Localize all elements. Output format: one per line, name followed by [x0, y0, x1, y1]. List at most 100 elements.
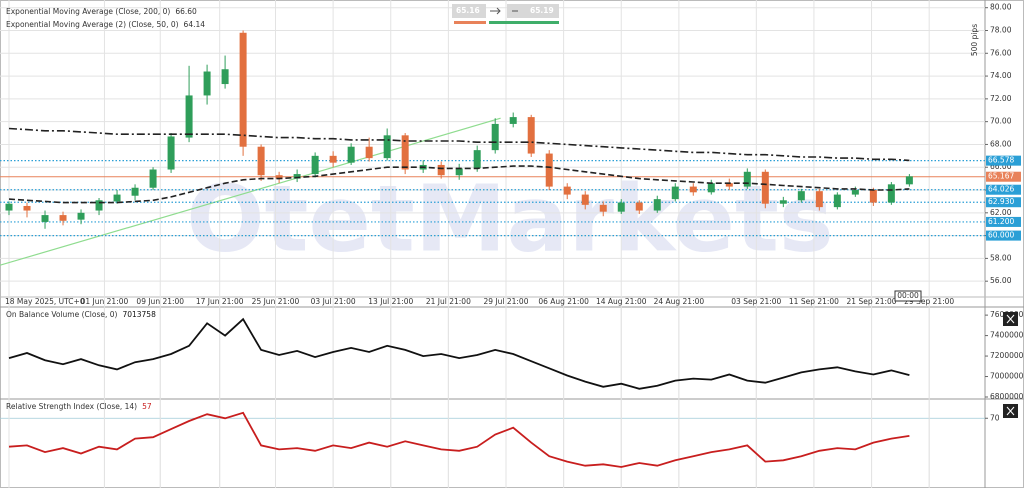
candle-body: [509, 117, 517, 124]
y-tick-label: 56.00: [990, 276, 1012, 285]
legend-label: Relative Strength Index (Close, 14): [6, 402, 137, 411]
x-tick-label: 13 Jul 21:00: [368, 297, 413, 306]
candle-body: [347, 146, 355, 163]
candle-body: [437, 164, 445, 176]
candle-body: [887, 184, 895, 203]
x-tick-label: 06 Aug 21:00: [538, 297, 589, 306]
candle-body: [41, 215, 49, 222]
x-tick-label: 09 Jun 21:00: [136, 297, 184, 306]
y-tick-label: 58.00: [990, 253, 1012, 262]
indicator-line: [8, 317, 910, 390]
candle-body: [311, 155, 319, 175]
level-label: 62.930: [988, 197, 1014, 206]
x-tick-label: 17 Jun 21:00: [196, 297, 244, 306]
candle-body: [149, 169, 157, 188]
legend-value: 66.60: [175, 7, 197, 16]
y-tick-label: 74.00: [990, 71, 1012, 80]
candle-body: [455, 168, 463, 176]
candle-body: [383, 135, 391, 159]
y-tick-label: 7000000: [990, 372, 1024, 381]
y-tick-label: 66.00: [990, 162, 1012, 171]
level-label: 66.578: [988, 156, 1014, 165]
candle-body: [5, 203, 13, 211]
candle-body: [869, 190, 877, 203]
candle-body: [635, 202, 643, 211]
candle-body: [401, 135, 409, 170]
candle-body: [545, 153, 553, 187]
candle-body: [743, 171, 751, 187]
level-box: [986, 184, 1021, 195]
legend-value: 64.14: [184, 20, 206, 29]
candle-body: [23, 205, 31, 211]
sell-button[interactable]: [452, 4, 486, 18]
x-tick-label: 21 Jul 21:00: [426, 297, 471, 306]
candle-body: [671, 186, 679, 200]
candle-body: [167, 136, 175, 170]
candle-body: [203, 71, 211, 96]
candle-body: [131, 187, 139, 196]
trendline: [0, 117, 501, 266]
arrow-icon: [490, 7, 501, 15]
x-tick-label: 18 May 2025, UTC+0: [5, 297, 85, 306]
y-tick-label: 70.00: [990, 117, 1012, 126]
x-tick-label: 14 Aug 21:00: [596, 297, 647, 306]
x-tick-label: 29 Sep 21:00: [904, 297, 954, 306]
candle-body: [563, 186, 571, 195]
close-icon: [1006, 314, 1015, 324]
level-label: 64.026: [988, 185, 1014, 194]
legend-label: On Balance Volume (Close, 0): [6, 310, 118, 319]
y-tick-label: 72.00: [990, 94, 1012, 103]
time-label: 00:00: [897, 291, 919, 300]
candle-body: [527, 117, 535, 154]
candle-body: [473, 150, 481, 169]
price-box: [986, 171, 1021, 182]
candle-body: [581, 194, 589, 205]
candle-body: [599, 204, 607, 212]
ema-line: [8, 127, 910, 162]
scale-label: 500 pips: [970, 24, 979, 56]
candle-body: [239, 32, 247, 147]
candle-body: [725, 183, 733, 187]
y-tick-label: 68.00: [990, 139, 1012, 148]
candle-body: [185, 95, 193, 138]
buy-price: 65.19: [530, 6, 554, 15]
y-tick-label: 7400000: [990, 331, 1024, 340]
y-tick-label: 80.00: [990, 3, 1012, 12]
y-tick-label: 78.00: [990, 25, 1012, 34]
candle-body: [653, 199, 661, 211]
candle-body: [113, 194, 121, 202]
x-tick-label: 24 Aug 21:00: [654, 297, 705, 306]
x-tick-label: 21 Sep 21:00: [847, 297, 897, 306]
candle-body: [779, 200, 787, 204]
legend-value: 57: [142, 402, 152, 411]
candle-body: [797, 191, 805, 201]
candle-body: [689, 186, 697, 193]
y-tick-label: 6800000: [990, 392, 1024, 401]
ema-line: [8, 165, 910, 204]
x-tick-label: 03 Jul 21:00: [311, 297, 356, 306]
candle-body: [761, 171, 769, 204]
level-box: [986, 216, 1021, 227]
time-box: [894, 290, 922, 302]
candle-body: [617, 202, 625, 212]
candle-body: [833, 194, 841, 208]
legend-label: Exponential Moving Average (Close, 200, …: [6, 7, 170, 16]
x-tick-label: 11 Sep 21:00: [789, 297, 839, 306]
candle-body: [851, 190, 859, 195]
candle-body: [707, 183, 715, 193]
level-box: [986, 230, 1021, 241]
x-tick-label: 01 Jun 21:00: [81, 297, 129, 306]
y-tick-label: 70: [990, 413, 1000, 422]
x-tick-label: 29 Jul 21:00: [484, 297, 529, 306]
candle-body: [257, 146, 265, 176]
candle-body: [59, 215, 67, 221]
indicator-line: [8, 411, 910, 468]
buy-button[interactable]: [507, 4, 559, 18]
candle-body: [365, 146, 373, 159]
x-tick-label: 25 Jun 21:00: [252, 297, 300, 306]
legend-value: 7013758: [122, 310, 156, 319]
